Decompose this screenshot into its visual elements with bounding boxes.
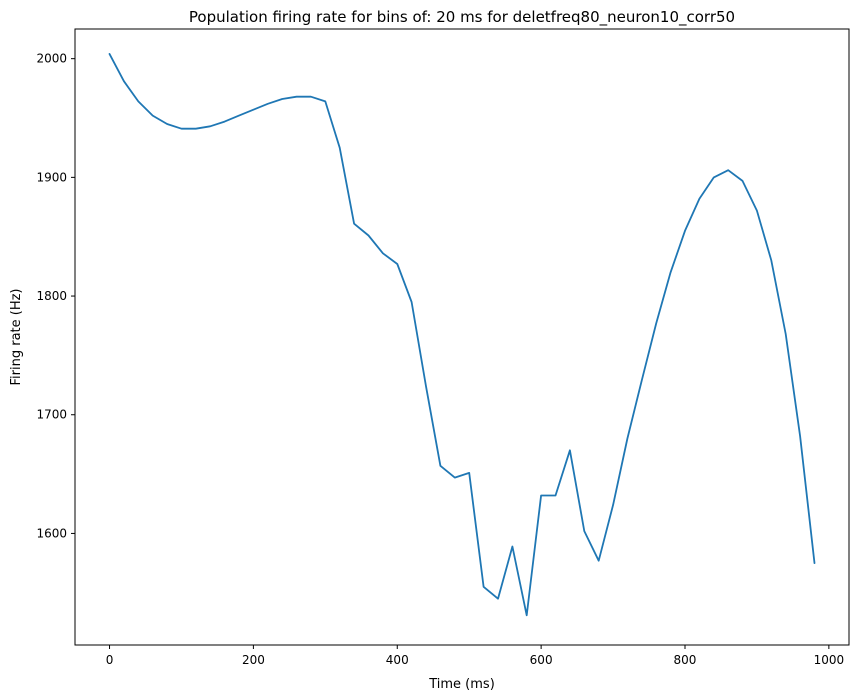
y-axis-label: Firing rate (Hz) xyxy=(9,288,24,385)
x-axis: 0 200 400 600 800 1000 xyxy=(106,645,844,667)
series-line xyxy=(108,53,816,617)
y-axis: 1600 1700 1800 1900 2000 xyxy=(36,52,75,540)
y-tick-label: 1900 xyxy=(36,170,67,184)
x-tick-label: 1000 xyxy=(814,653,845,667)
axes-frame xyxy=(74,28,850,646)
y-tick-label: 1600 xyxy=(36,526,67,540)
x-tick-label: 600 xyxy=(530,653,553,667)
x-axis-label: Time (ms) xyxy=(428,677,495,692)
plot-area xyxy=(74,28,850,646)
y-tick-label: 1800 xyxy=(36,289,67,303)
x-tick-label: 200 xyxy=(242,653,265,667)
x-tick-label: 0 xyxy=(106,653,114,667)
chart-title: Population firing rate for bins of: 20 m… xyxy=(189,8,735,27)
x-tick-label: 800 xyxy=(674,653,697,667)
y-tick-label: 2000 xyxy=(36,52,67,66)
x-tick-label: 400 xyxy=(386,653,409,667)
y-tick-label: 1700 xyxy=(36,408,67,422)
